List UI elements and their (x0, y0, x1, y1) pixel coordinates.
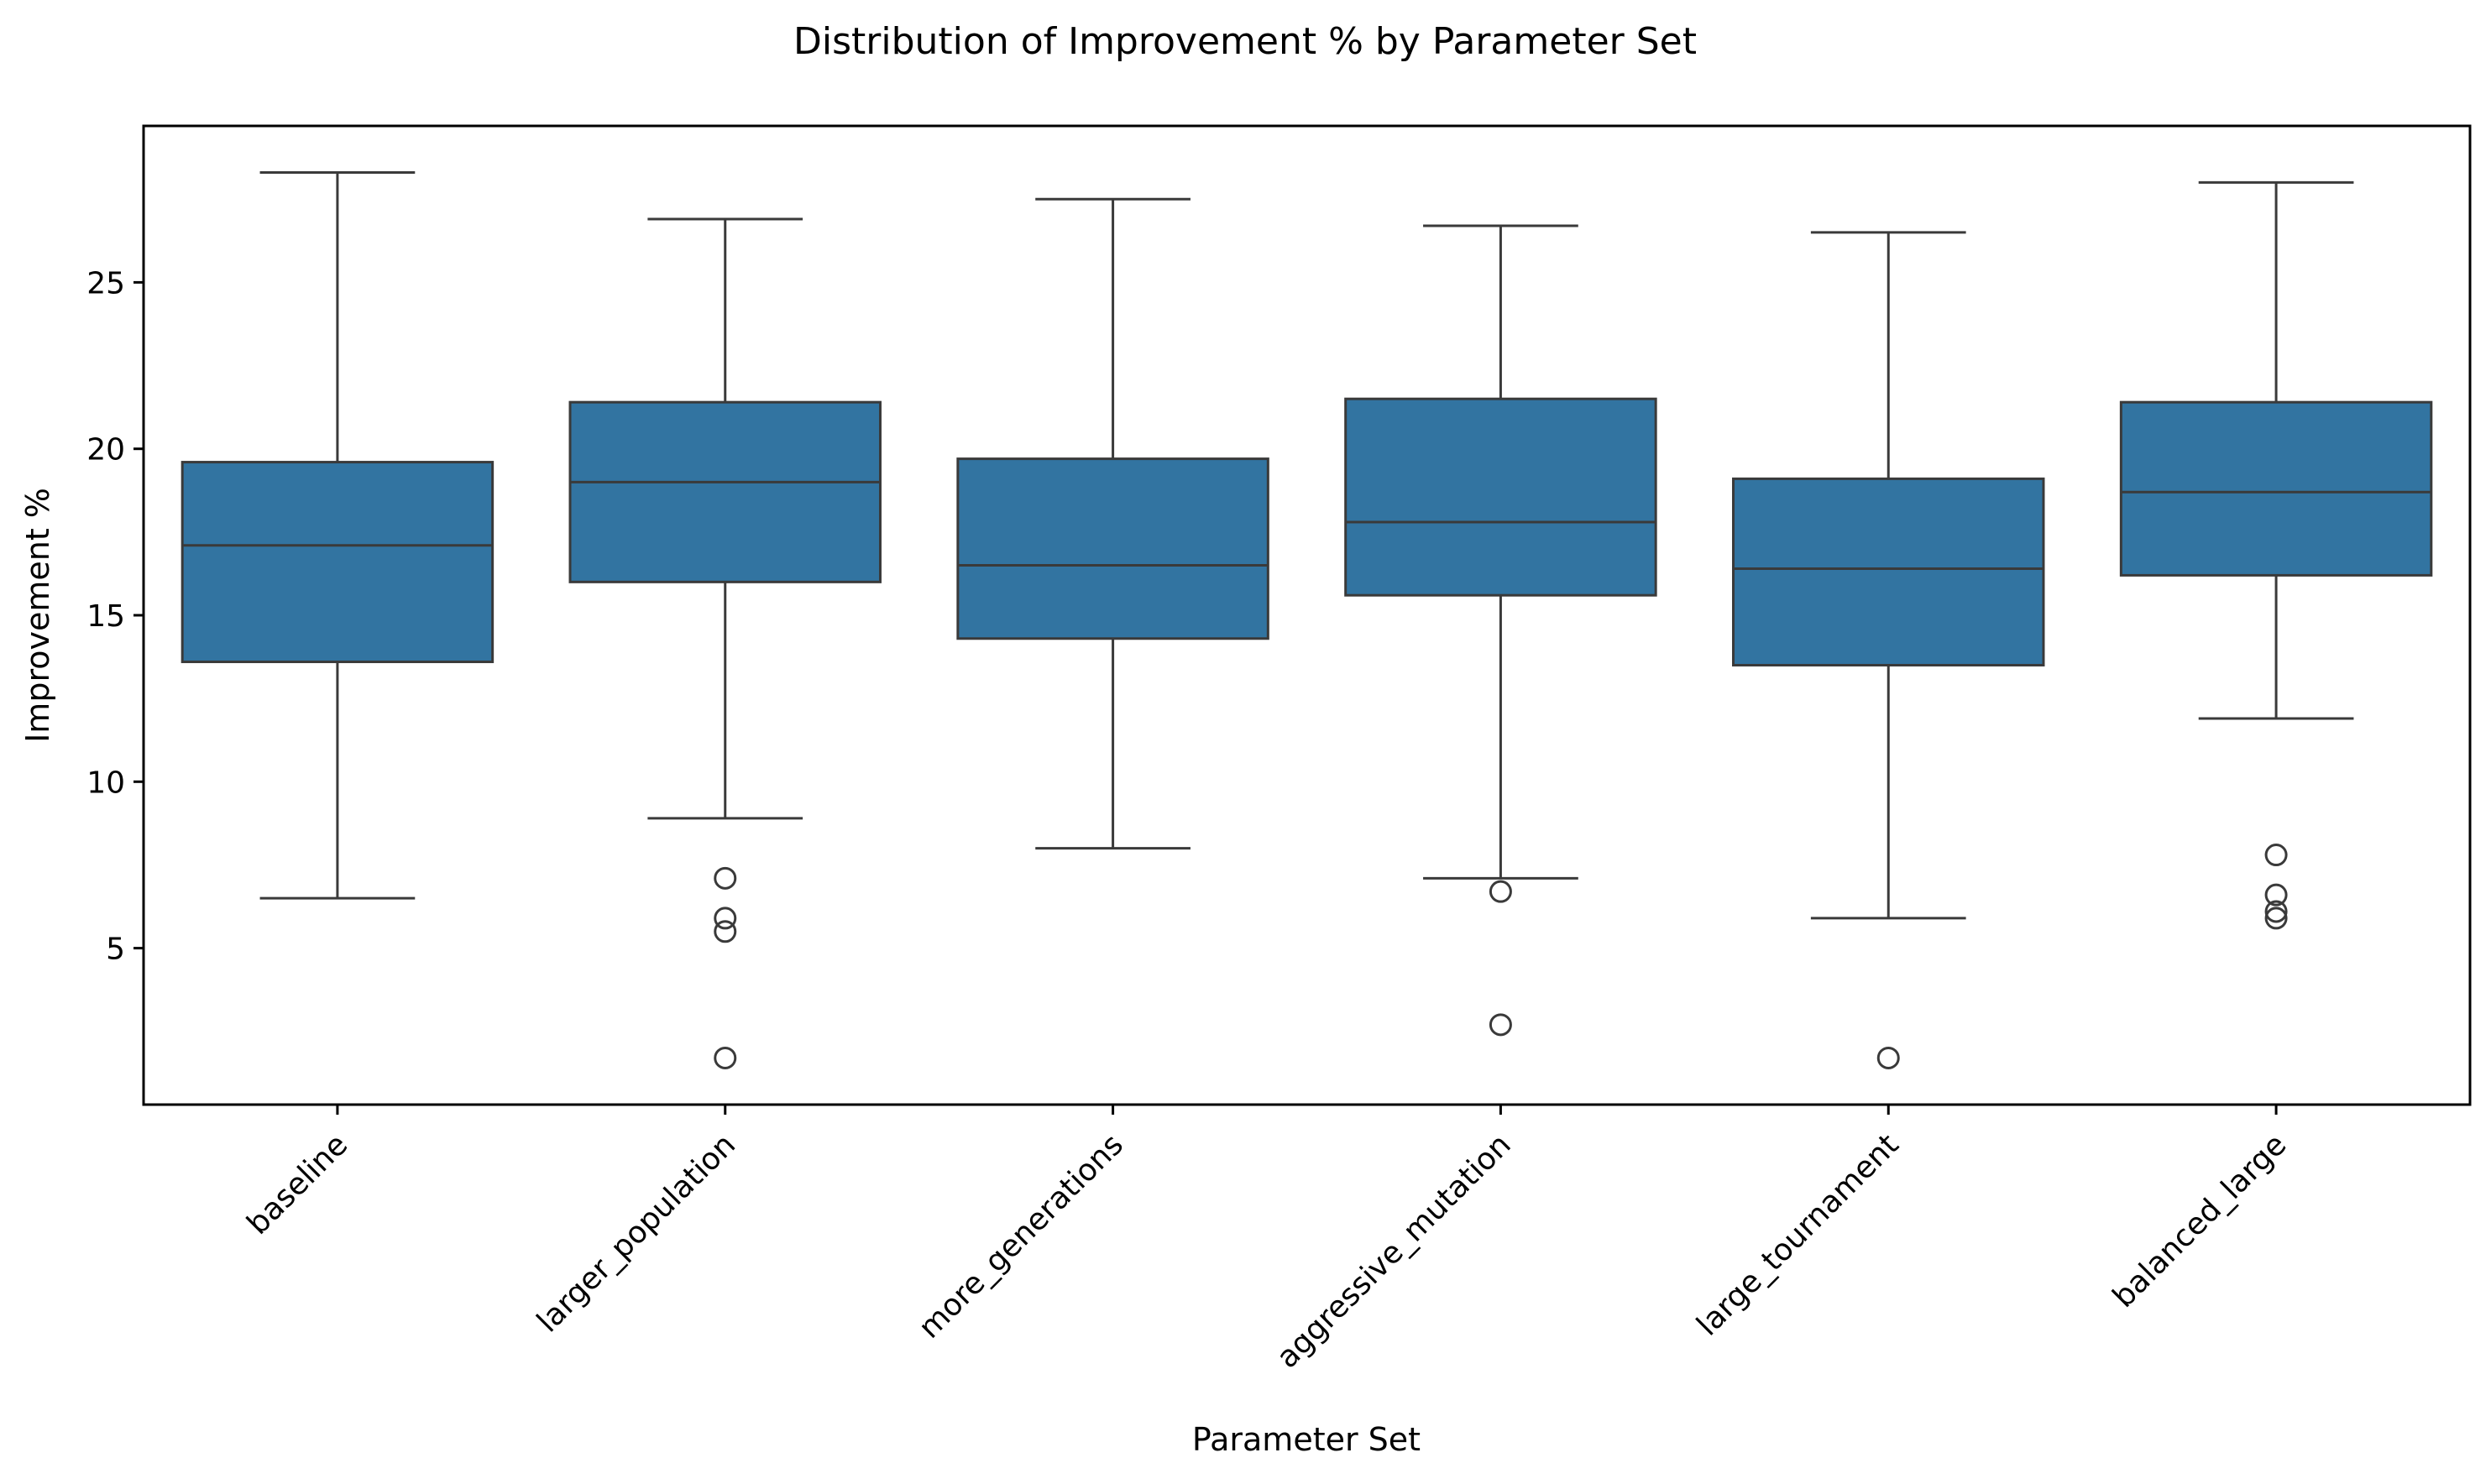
plot-area (181, 171, 2433, 1069)
y-tick-label: 10 (86, 766, 125, 800)
outlier-point (2264, 883, 2288, 907)
x-tick-label: larger_population (531, 1127, 742, 1339)
box-iqr (2119, 400, 2433, 577)
box-iqr (1732, 477, 2045, 666)
box-iqr (1344, 397, 1657, 597)
box-iqr (181, 461, 495, 664)
outlier-point (1489, 880, 1512, 903)
box-iqr (568, 400, 882, 583)
y-axis: 5 10 15 20 25 (86, 266, 144, 967)
x-tick-label: more_generations (913, 1127, 1130, 1345)
x-tick-label: aggressive_mutation (1270, 1127, 1518, 1375)
y-tick-label: 5 (106, 933, 125, 967)
outlier-point (2264, 900, 2288, 923)
outlier-point (2264, 907, 2288, 930)
x-tick-label: large_tournament (1690, 1127, 1905, 1342)
y-tick-label: 20 (86, 433, 125, 468)
outlier-point (1876, 1046, 1900, 1069)
outlier-point (2264, 844, 2288, 867)
x-axis: baseline larger_population more_generation… (241, 1105, 2294, 1375)
y-tick-label: 15 (86, 599, 125, 634)
y-tick-label: 25 (86, 266, 125, 300)
outlier-point (1489, 1013, 1512, 1037)
box-larger_population (568, 217, 882, 1069)
x-tick-label: balanced_large (2106, 1127, 2294, 1314)
outlier-point (714, 1046, 737, 1069)
box-iqr (956, 457, 1269, 640)
outlier-point (714, 920, 737, 943)
y-axis-label: Improvement % (19, 488, 56, 743)
x-tick-label: baseline (241, 1127, 355, 1241)
outlier-point (714, 907, 737, 930)
box-large_tournament (1732, 231, 2045, 1069)
outlier-point (714, 866, 737, 890)
chart-title: Distribution of Improvement % by Paramet… (793, 20, 1697, 63)
box-aggressive_mutation (1344, 224, 1657, 1037)
box-more_generations (956, 197, 1269, 850)
box-balanced_large (2119, 180, 2433, 930)
box-baseline (181, 171, 495, 900)
x-axis-label: Parameter Set (1192, 1421, 1421, 1458)
